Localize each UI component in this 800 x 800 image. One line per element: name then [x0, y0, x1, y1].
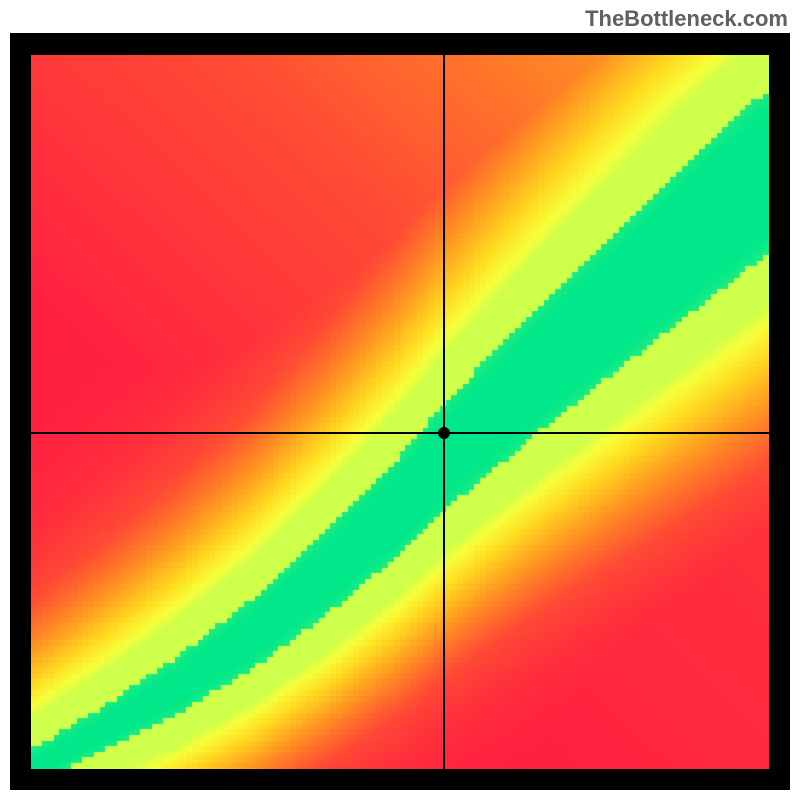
- plot-area: [31, 55, 769, 769]
- crosshair-horizontal: [31, 432, 769, 434]
- watermark-text: TheBottleneck.com: [585, 6, 788, 32]
- crosshair-vertical: [443, 55, 445, 769]
- heatmap-canvas: [31, 55, 769, 769]
- chart-container: TheBottleneck.com: [0, 0, 800, 800]
